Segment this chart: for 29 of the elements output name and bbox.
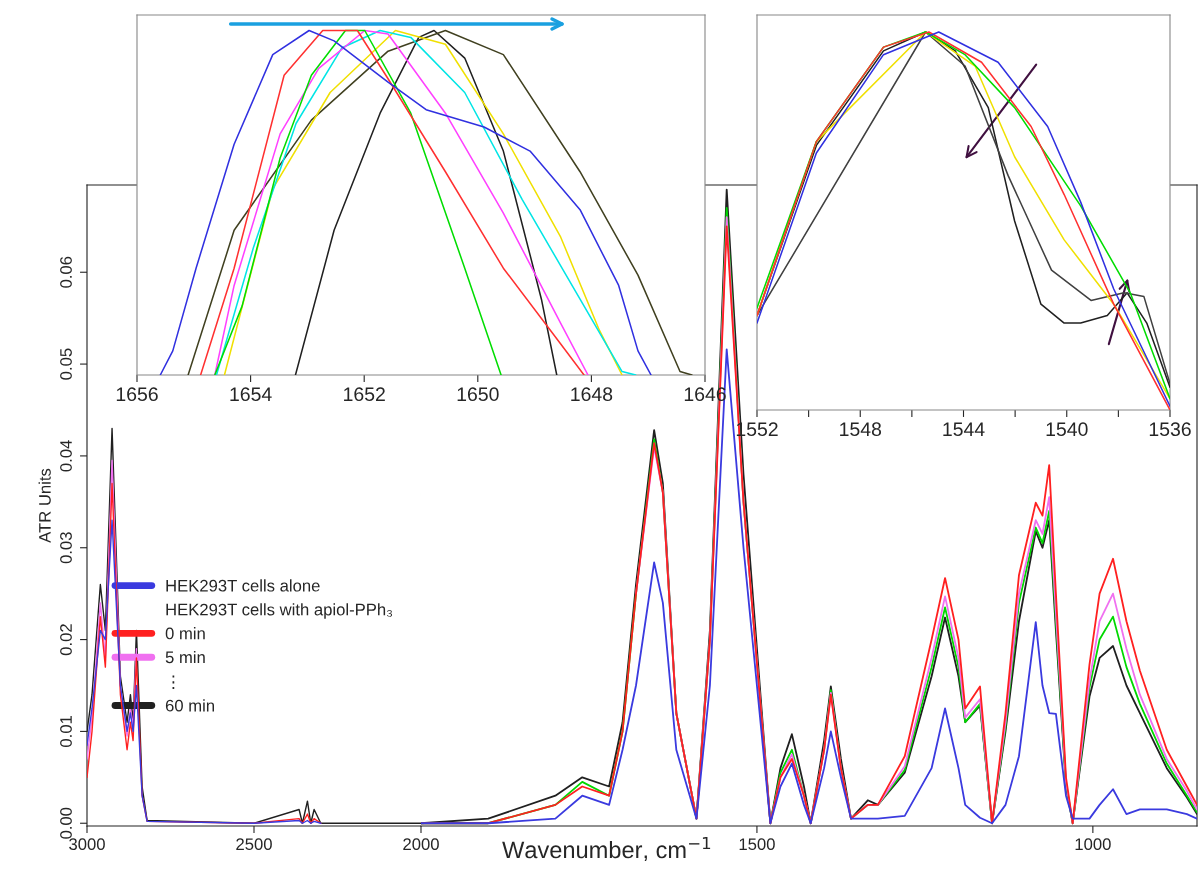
x-tick-label: 1548 (840, 422, 882, 437)
x-tick-label: 1540 (1046, 422, 1088, 437)
x-tick-label: 2500 (236, 838, 272, 851)
x-tick-label: 2000 (403, 838, 439, 851)
x-tick-label: 1648 (571, 387, 613, 402)
y-axis-title: ATR Units (38, 468, 51, 543)
x-tick-label: 1654 (230, 387, 272, 402)
x-tick-label: 1500 (739, 838, 775, 851)
annotation: ⋮ (172, 675, 175, 690)
x-axis-title: Wavenumber, cm$^{−1}$ (502, 836, 711, 862)
x-tick-label: 1544 (943, 422, 985, 437)
legend-label: 0 min (165, 627, 205, 640)
legend-label: HEK293T cells alone (166, 579, 320, 592)
legend-label: 5 min (165, 650, 205, 664)
x-tick-label: 1650 (457, 387, 499, 402)
y-tick-label: 0.03 (60, 532, 72, 564)
legend-label: 60 min (165, 699, 214, 712)
x-tick-label: 1652 (344, 387, 385, 402)
x-tick-label: 1536 (1149, 422, 1191, 437)
y-tick-label: 0.04 (60, 440, 72, 472)
x-tick-label: 3000 (69, 838, 105, 851)
y-tick-label: 0.05 (60, 348, 72, 380)
x-tick-label: 1000 (1075, 838, 1111, 851)
y-tick-label: 0.01 (60, 716, 72, 747)
y-tick-label: 0.06 (60, 256, 72, 288)
x-tick-label: 1656 (116, 387, 158, 402)
legend-title: HEK293T cells with apiol-PPh₃ (166, 603, 392, 619)
y-tick-label: 0.00 (60, 807, 72, 839)
y-tick-label: 0.02 (60, 624, 72, 656)
